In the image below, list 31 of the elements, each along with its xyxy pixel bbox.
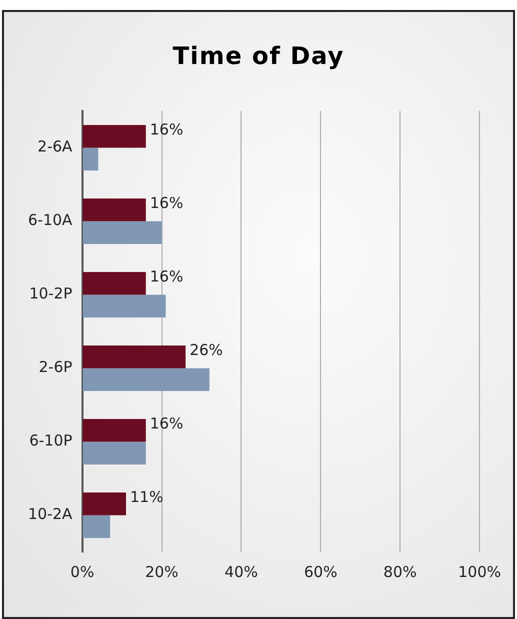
bar <box>82 442 146 465</box>
data-label: 16% <box>150 414 184 433</box>
data-label: 26% <box>190 341 223 360</box>
bar <box>82 148 98 171</box>
x-tick-label: 0% <box>70 562 94 581</box>
x-tick-label: 60% <box>304 562 338 581</box>
x-tick-label: 40% <box>224 562 258 581</box>
data-label: 16% <box>150 268 184 286</box>
bar <box>82 124 146 148</box>
bar <box>82 272 146 295</box>
bar <box>82 294 166 318</box>
bar <box>82 418 146 442</box>
y-tick-label: 10-2A <box>28 505 74 524</box>
data-label: 16% <box>150 120 184 139</box>
bar <box>82 368 210 392</box>
x-tick-label: 20% <box>145 562 178 581</box>
bar <box>82 345 186 368</box>
data-label: 16% <box>150 194 184 212</box>
y-tick-label: 2-6A <box>38 138 74 156</box>
x-tick-label: 80% <box>383 562 417 581</box>
y-tick-label: 6-10A <box>28 211 74 230</box>
y-tick-label: 2-6P <box>38 358 72 376</box>
y-tick-label: 6-10P <box>29 432 72 450</box>
bar <box>82 515 110 538</box>
x-tick-label: 100% <box>458 562 502 581</box>
y-tick-label: 10-2P <box>29 284 72 303</box>
bar <box>82 198 146 222</box>
bar <box>82 221 162 244</box>
data-label: 11% <box>130 488 164 506</box>
bar <box>82 492 126 516</box>
chart-title: Time of Day <box>172 41 346 70</box>
